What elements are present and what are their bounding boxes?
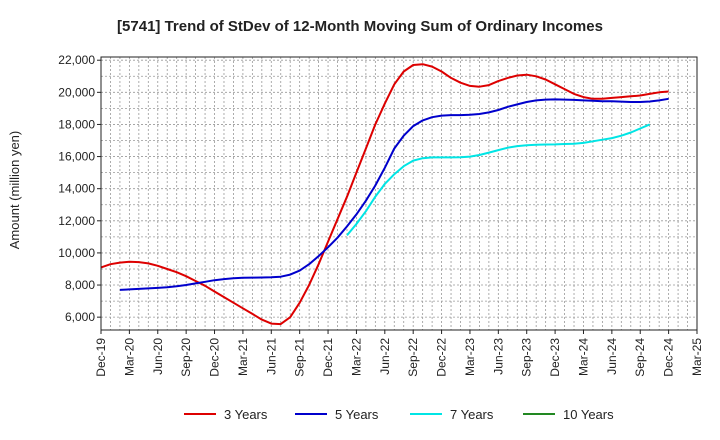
y-tick-label: 18,000: [58, 117, 95, 131]
x-tick-label: Mar-21: [236, 338, 250, 376]
y-tick-label: 20,000: [58, 85, 95, 99]
y-tick-label: 16,000: [58, 150, 95, 164]
series-line-3-years: [100, 63, 669, 326]
y-axis: 6,000 8,000 10,000 12,000 14,000 16,000 18,000…: [58, 53, 101, 324]
x-tick-label: Mar-24: [576, 338, 590, 376]
x-tick-label: Dec-22: [435, 338, 449, 377]
y-tick-label: 8,000: [65, 278, 95, 292]
x-tick-label: Mar-22: [349, 338, 363, 376]
plot-frame: [100, 56, 698, 331]
x-tick-label: Sep-23: [520, 338, 534, 377]
series-line-7-years: [346, 123, 651, 236]
legend-label-5-years: 5 Years: [335, 407, 379, 422]
y-tick-label: 22,000: [58, 53, 95, 67]
x-tick-label: Sep-24: [633, 338, 647, 377]
y-tick-label: 6,000: [65, 310, 95, 324]
x-tick-label: Sep-21: [293, 338, 307, 377]
x-tick-label: Dec-24: [662, 338, 676, 377]
legend-label-7-years: 7 Years: [450, 407, 494, 422]
x-tick-label: Jun-20: [151, 338, 165, 375]
y-tick-label: 12,000: [58, 214, 95, 228]
x-tick-label: Mar-25: [690, 338, 704, 376]
legend-label-3-years: 3 Years: [224, 407, 268, 422]
y-tick-label: 14,000: [58, 182, 95, 196]
x-tick-label: Jun-21: [264, 338, 278, 375]
series-line-5-years: [119, 97, 669, 291]
series-layer: [100, 63, 669, 326]
x-tick-label: Dec-23: [548, 338, 562, 377]
x-tick-label: Jun-22: [378, 338, 392, 375]
x-tick-label: Sep-22: [406, 338, 420, 377]
grid: [101, 57, 697, 330]
chart-title: [5741] Trend of StDev of 12-Month Moving…: [117, 18, 603, 35]
legend-label-10-years: 10 Years: [563, 407, 614, 422]
x-tick-label: Sep-20: [179, 338, 193, 377]
legend: 3 Years 5 Years 7 Years 10 Years: [184, 407, 614, 422]
x-tick-label: Dec-20: [208, 338, 222, 377]
y-tick-label: 10,000: [58, 246, 95, 260]
x-tick-label: Jun-23: [491, 338, 505, 375]
x-tick-label: Dec-21: [321, 338, 335, 377]
y-axis-label: Amount (million yen): [7, 131, 22, 250]
x-tick-label: Mar-20: [122, 338, 136, 376]
x-axis: Dec-19 Mar-20 Jun-20 Sep-20 Dec-20 Mar-21 Jun-…: [94, 330, 704, 377]
x-tick-label: Jun-24: [605, 338, 619, 375]
x-tick-label: Mar-23: [463, 338, 477, 376]
x-tick-label: Dec-19: [94, 338, 108, 377]
